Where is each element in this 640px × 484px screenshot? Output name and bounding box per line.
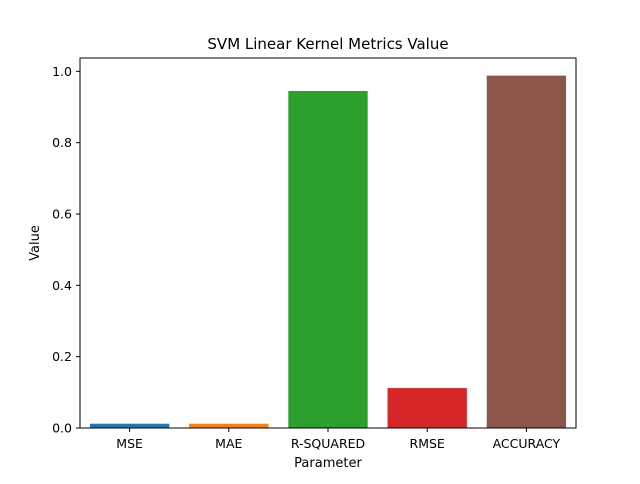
x-tick-label: MSE bbox=[116, 436, 143, 451]
x-tick-label: MAE bbox=[215, 436, 242, 451]
y-axis-label: Value bbox=[28, 225, 43, 261]
y-tick-label: 0.6 bbox=[52, 207, 72, 222]
x-tick-label: RMSE bbox=[410, 436, 445, 451]
x-axis-label: Parameter bbox=[294, 456, 362, 471]
plot-frame bbox=[79, 57, 577, 429]
chart-title: SVM Linear Kernel Metrics Value bbox=[207, 35, 448, 53]
y-tick-label: 0.0 bbox=[52, 421, 72, 436]
y-tick-label: 0.8 bbox=[52, 135, 72, 150]
bar-accuracy bbox=[486, 75, 567, 429]
y-tick-label: 0.4 bbox=[52, 278, 72, 293]
x-tick-label: R-SQUARED bbox=[291, 436, 365, 451]
bar-r-squared bbox=[288, 90, 368, 429]
x-axis-ticks: MSE MAE R-SQUARED RMSE ACCURACY bbox=[116, 428, 561, 451]
bar-mse bbox=[89, 423, 170, 428]
y-tick-label: 1.0 bbox=[52, 64, 72, 79]
bar-mae bbox=[189, 423, 269, 428]
y-tick-label: 0.2 bbox=[52, 349, 72, 364]
x-tick-label: ACCURACY bbox=[493, 436, 561, 451]
bars-group bbox=[89, 75, 567, 429]
bar-rmse bbox=[387, 388, 467, 428]
y-axis-ticks: 0.0 0.2 0.4 0.6 0.8 1.0 bbox=[52, 64, 80, 436]
